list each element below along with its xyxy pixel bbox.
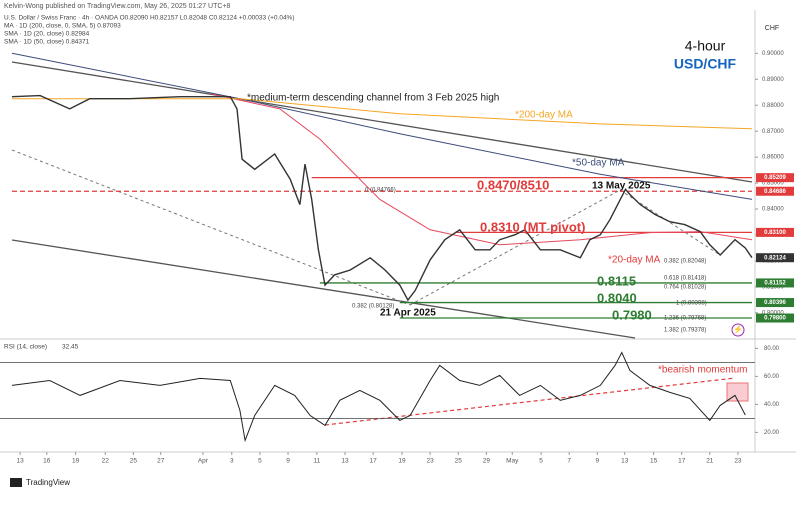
fib-label: 0.764 (0.81028): [664, 285, 706, 291]
fib-line: [409, 189, 621, 306]
y-tick-label: 0.84000: [762, 207, 784, 213]
x-tick-label: 19: [398, 458, 406, 465]
x-tick-label: 5: [539, 458, 543, 465]
price-tag: [756, 278, 794, 288]
x-tick-label: 13: [341, 458, 349, 465]
chart-title: 4-hour: [685, 38, 726, 54]
y-tick-label: 0.86000: [762, 155, 784, 161]
axis-unit: CHF: [765, 25, 779, 32]
price-tag-label: 0.85209: [764, 175, 786, 181]
x-tick-label: 29: [483, 458, 491, 465]
price-line: [11, 52, 753, 200]
rsi-tick-label: 60.00: [764, 374, 780, 380]
annotation: *20-day MA: [608, 255, 661, 266]
annotation: *bearish momentum: [658, 365, 747, 376]
fib-label: 1 (0.80398): [676, 301, 707, 307]
annotation: 0.8310 (MT pivot): [480, 219, 585, 234]
x-tick-label: 17: [370, 458, 378, 465]
x-tick-label: 15: [650, 458, 658, 465]
x-tick-label: 13: [17, 458, 25, 465]
legend-line: MA · 1D (200, close, 0, SMA, 5) 0.87093: [4, 23, 121, 30]
annotation: 0.8470/8510: [477, 177, 549, 192]
price-tag-label: 0.84686: [764, 189, 786, 195]
x-tick-label: 19: [72, 458, 80, 465]
x-tick-label: 7: [567, 458, 571, 465]
x-tick-label: 23: [426, 458, 434, 465]
fib-label: 0 (0.84766): [365, 188, 396, 194]
logo: [10, 478, 22, 487]
fib-label: 1.236 (0.79768): [664, 316, 706, 322]
legend-line: SMA · 1D (20, close) 0.82984: [4, 31, 90, 38]
x-tick-label: 9: [596, 458, 600, 465]
price-tag-label: 0.81152: [764, 281, 786, 287]
price-tag-label: 0.79800: [764, 316, 786, 322]
price-tag-label: 0.83100: [764, 230, 786, 236]
x-tick-label: 5: [258, 458, 262, 465]
legend-line: U.S. Dollar / Swiss Franc · 4h · OANDA O…: [4, 15, 295, 22]
price-tag: [756, 227, 794, 237]
x-tick-label: May: [506, 458, 519, 465]
fib-label: 0.618 (0.81418): [664, 276, 706, 282]
annotation: 21 Apr 2025: [380, 308, 436, 319]
y-tick-label: 0.85000: [762, 181, 784, 187]
y-tick-label: 0.80000: [762, 310, 784, 316]
price-tag: [756, 173, 794, 183]
x-tick-label: 17: [678, 458, 686, 465]
x-tick-label: 27: [157, 458, 165, 465]
y-tick-label: 0.90000: [762, 51, 784, 57]
y-tick-label: 0.89000: [762, 77, 784, 83]
price-tag-label: 0.82124: [764, 255, 786, 261]
x-tick-label: 16: [43, 458, 51, 465]
price-tag: [756, 298, 794, 308]
chart-subtitle: USD/CHF: [674, 56, 737, 72]
alert-icon-glyph: ⚡: [733, 324, 743, 334]
annotation: 0.7980: [612, 307, 652, 322]
rsi-value: 32.45: [62, 344, 79, 351]
x-tick-label: 3: [230, 458, 234, 465]
price-line: [12, 98, 753, 130]
rsi-line: [11, 351, 746, 443]
fib-label: 1.382 (0.79378): [664, 328, 706, 334]
annotation: 13 May 2025: [592, 181, 651, 192]
x-tick-label: 25: [455, 458, 463, 465]
rsi-label: RSI (14, close): [4, 344, 47, 351]
fib-line: [11, 149, 411, 306]
price-tag-label: 0.80396: [764, 300, 786, 306]
rsi-tick-label: 80.00: [764, 346, 780, 352]
annotation: *50-day MA: [572, 158, 625, 169]
x-tick-label: 25: [130, 458, 138, 465]
footer-brand: TradingView: [26, 478, 70, 487]
annotation: 0.8040: [597, 290, 637, 305]
x-tick-label: 13: [621, 458, 629, 465]
y-tick-label: 0.88000: [762, 103, 784, 109]
annotation: *medium-term descending channel from 3 F…: [247, 93, 499, 104]
x-tick-label: 23: [734, 458, 742, 465]
y-tick-label: 0.81000: [762, 284, 784, 290]
price-line: [11, 94, 753, 302]
x-tick-label: 11: [314, 458, 321, 465]
price-tag: [756, 186, 794, 196]
rsi-tick-label: 20.00: [764, 430, 780, 436]
legend-line: SMA · 1D (50, close) 0.84371: [4, 39, 90, 46]
price-tag: [756, 253, 794, 263]
y-tick-label: 0.87000: [762, 129, 784, 135]
x-tick-label: 22: [102, 458, 110, 465]
x-tick-label: Apr: [198, 458, 209, 465]
fib-label: 0.382 (0.80128): [352, 304, 394, 310]
credit: Kelvin-Wong published on TradingView.com…: [4, 3, 231, 10]
channel-upper: [11, 61, 753, 183]
rsi-tick-label: 40.00: [764, 402, 780, 408]
fib-label: 0.382 (0.82048): [664, 259, 706, 265]
annotation: 0.8115: [597, 273, 636, 288]
channel-lower: [11, 239, 636, 339]
alert-icon: [731, 323, 745, 337]
annotation: *200-day MA: [515, 110, 573, 121]
x-tick-label: 9: [286, 458, 290, 465]
price-tag: [756, 313, 794, 323]
x-tick-label: 21: [706, 458, 714, 465]
rsi-trendline: [324, 377, 736, 426]
